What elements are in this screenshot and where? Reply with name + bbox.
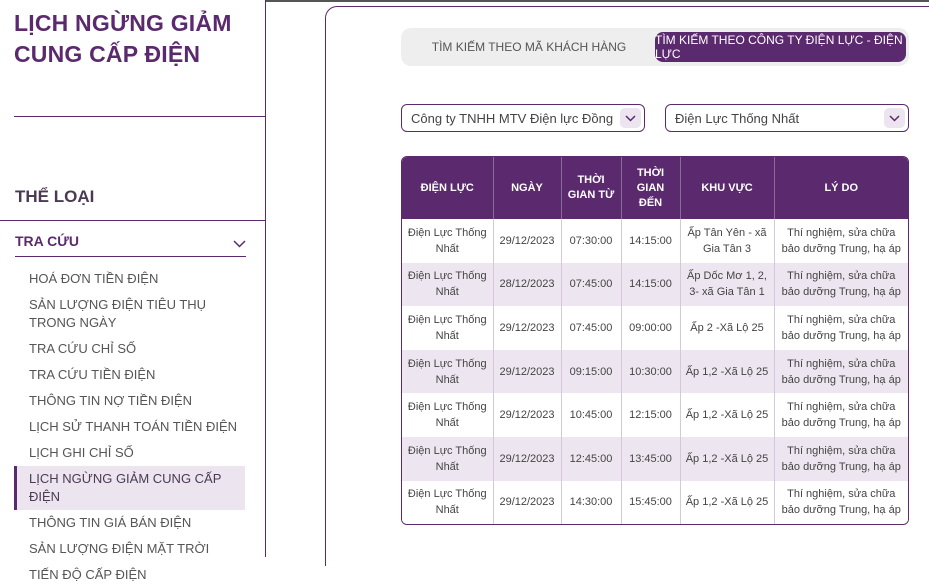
table-cell: Điện Lực Thống Nhất bbox=[402, 393, 494, 437]
table-cell: 14:15:00 bbox=[621, 219, 681, 263]
table-row: Điện Lực Thống Nhất 28/12/2023 07:45:00 … bbox=[402, 262, 908, 307]
table-cell: Thí nghiệm, sửa chữa bảo dưỡng Trung, hạ… bbox=[774, 480, 908, 525]
table-row: Điện Lực Thống Nhất 29/12/2023 14:30:00 … bbox=[402, 480, 908, 525]
table-cell: Thí nghiệm, sửa chữa bảo dưỡng Trung, hạ… bbox=[774, 262, 908, 307]
table-cell: 10:45:00 bbox=[561, 393, 622, 437]
table-row: Điện Lực Thống Nhất 29/12/2023 07:30:00 … bbox=[402, 219, 908, 263]
sidebar-item-tien-do-cap-dien[interactable]: TIẾN ĐỘ CẤP ĐIỆN bbox=[29, 567, 147, 582]
chevron-down-icon bbox=[233, 235, 246, 253]
branch-select-value: Điện Lực Thống Nhất bbox=[675, 111, 800, 126]
table-cell: 14:15:00 bbox=[621, 262, 681, 307]
table-cell: Điện Lực Thống Nhất bbox=[402, 219, 494, 263]
column-header: THỜI GIAN ĐẾN bbox=[621, 157, 681, 219]
page-title: LỊCH NGỪNG GIẢM CUNG CẤP ĐIỆN bbox=[14, 10, 232, 67]
table-cell: Điện Lực Thống Nhất bbox=[402, 480, 494, 525]
search-mode-tabs: TÌM KIẾM THEO MÃ KHÁCH HÀNG TÌM KIẾM THE… bbox=[401, 28, 909, 66]
table-cell: 13:45:00 bbox=[621, 436, 681, 481]
divider bbox=[0, 220, 265, 221]
sidebar-item-lich-ngung-giam[interactable]: LỊCH NGỪNG GIẢM CUNG CẤP ĐIỆN bbox=[14, 466, 245, 510]
column-header: KHU VỰC bbox=[680, 157, 775, 219]
table-header-row: ĐIỆN LỰC NGÀY THỜI GIAN TỪ THỜI GIAN ĐẾN… bbox=[402, 157, 908, 219]
table-cell: Điện Lực Thống Nhất bbox=[402, 436, 494, 481]
table-row: Điện Lực Thống Nhất 29/12/2023 09:15:00 … bbox=[402, 349, 908, 394]
sidebar-item-lich-su-thanh-toan[interactable]: LỊCH SỬ THANH TOÁN TIỀN ĐIỆN bbox=[29, 419, 238, 434]
sidebar-menu: HOÁ ĐƠN TIỀN ĐIỆN SẢN LƯỢNG ĐIỆN TIÊU TH… bbox=[14, 266, 254, 588]
table-cell: Ấp 1,2 -Xã Lộ 25 bbox=[680, 480, 775, 525]
column-header: ĐIỆN LỰC bbox=[402, 157, 494, 219]
section-toggle-tra-cuu[interactable]: TRA CỨU bbox=[15, 226, 246, 257]
table-cell: 07:30:00 bbox=[561, 219, 622, 263]
sidebar-item-san-luong-tieu-thu[interactable]: SẢN LƯỢNG ĐIỆN TIÊU THỤ TRONG NGÀY bbox=[29, 297, 207, 330]
company-select-value: Công ty TNHH MTV Điện lực Đồng Nai bbox=[411, 111, 616, 126]
column-header: THỜI GIAN TỪ bbox=[561, 157, 622, 219]
divider bbox=[14, 116, 265, 117]
table-cell: 09:00:00 bbox=[621, 306, 681, 350]
chevron-down-icon bbox=[884, 108, 905, 128]
top-border-line bbox=[265, 0, 929, 2]
table-cell: 07:45:00 bbox=[561, 262, 622, 307]
table-cell: 28/12/2023 bbox=[493, 262, 562, 307]
table-cell: Ấp 1,2 -Xã Lộ 25 bbox=[680, 349, 775, 394]
table-cell: Ấp 1,2 -Xã Lộ 25 bbox=[680, 436, 775, 481]
table-cell: Ấp 2 -Xã Lộ 25 bbox=[680, 306, 775, 350]
table-cell: 12:45:00 bbox=[561, 436, 622, 481]
section-label: TRA CỨU bbox=[15, 233, 79, 249]
sidebar-item-gia-ban-dien[interactable]: THÔNG TIN GIÁ BÁN ĐIỆN bbox=[29, 515, 192, 530]
table-cell: 29/12/2023 bbox=[493, 219, 562, 263]
table-cell: Thí nghiệm, sửa chữa bảo dưỡng Trung, hạ… bbox=[774, 219, 908, 263]
outage-schedule-table: ĐIỆN LỰC NGÀY THỜI GIAN TỪ THỜI GIAN ĐẾN… bbox=[401, 156, 909, 526]
column-header: LÝ DO bbox=[774, 157, 908, 219]
table-cell: 29/12/2023 bbox=[493, 306, 562, 350]
table-cell: 29/12/2023 bbox=[493, 393, 562, 437]
table-cell: 15:45:00 bbox=[621, 480, 681, 525]
table-cell: 07:45:00 bbox=[561, 306, 622, 350]
tab-search-by-customer-code[interactable]: TÌM KIẾM THEO MÃ KHÁCH HÀNG bbox=[431, 40, 627, 54]
company-select[interactable]: Công ty TNHH MTV Điện lực Đồng Nai bbox=[401, 104, 645, 132]
table-cell: 29/12/2023 bbox=[493, 436, 562, 481]
table-cell: 14:30:00 bbox=[561, 480, 622, 525]
table-cell: 29/12/2023 bbox=[493, 480, 562, 525]
sidebar: LỊCH NGỪNG GIẢM CUNG CẤP ĐIỆN THỂ LOẠI T… bbox=[0, 0, 266, 582]
sidebar-item-dien-mat-troi[interactable]: SẢN LƯỢNG ĐIỆN MẶT TRỜI bbox=[29, 541, 210, 556]
table-cell: Ấp Tân Yên - xã Gia Tân 3 bbox=[680, 219, 775, 263]
table-cell: Thí nghiệm, sửa chữa bảo dưỡng Trung, hạ… bbox=[774, 349, 908, 394]
branch-select[interactable]: Điện Lực Thống Nhất bbox=[665, 104, 909, 132]
table-cell: Thí nghiệm, sửa chữa bảo dưỡng Trung, hạ… bbox=[774, 393, 908, 437]
tab-search-by-company[interactable]: TÌM KIẾM THEO CÔNG TY ĐIỆN LỰC - ĐIỆN LỰ… bbox=[655, 32, 906, 62]
table-cell: Điện Lực Thống Nhất bbox=[402, 262, 494, 307]
table-cell: 10:30:00 bbox=[621, 349, 681, 394]
sidebar-item-thong-tin-no[interactable]: THÔNG TIN NỢ TIỀN ĐIỆN bbox=[29, 393, 193, 408]
table-cell: Ấp 1,2 -Xã Lộ 25 bbox=[680, 393, 775, 437]
content-panel bbox=[325, 6, 929, 566]
sidebar-item-tra-cuu-chi-so[interactable]: TRA CỨU CHỈ SỐ bbox=[29, 341, 137, 356]
table-cell: Điện Lực Thống Nhất bbox=[402, 349, 494, 394]
table-cell: Điện Lực Thống Nhất bbox=[402, 306, 494, 350]
sidebar-item-tra-cuu-tien-dien[interactable]: TRA CỨU TIỀN ĐIỆN bbox=[29, 367, 156, 382]
column-header: NGÀY bbox=[493, 157, 562, 219]
table-cell: Thí nghiệm, sửa chữa bảo dưỡng Trung, hạ… bbox=[774, 436, 908, 481]
table-row: Điện Lực Thống Nhất 29/12/2023 07:45:00 … bbox=[402, 306, 908, 350]
chevron-down-icon bbox=[620, 108, 641, 128]
category-heading: THỂ LOẠI bbox=[15, 187, 95, 206]
table-cell: Thí nghiệm, sửa chữa bảo dưỡng Trung, hạ… bbox=[774, 306, 908, 350]
table-cell: 12:15:00 bbox=[621, 393, 681, 437]
table-cell: 09:15:00 bbox=[561, 349, 622, 394]
table-cell: 29/12/2023 bbox=[493, 349, 562, 394]
table-row: Điện Lực Thống Nhất 29/12/2023 12:45:00 … bbox=[402, 436, 908, 481]
table-cell: Ấp Dốc Mơ 1, 2, 3- xã Gia Tân 1 bbox=[680, 262, 775, 307]
sidebar-item-hoa-don[interactable]: HOÁ ĐƠN TIỀN ĐIỆN bbox=[29, 271, 159, 286]
sidebar-item-lich-ghi-chi-so[interactable]: LỊCH GHI CHỈ SỐ bbox=[29, 445, 134, 460]
table-row: Điện Lực Thống Nhất 29/12/2023 10:45:00 … bbox=[402, 393, 908, 437]
